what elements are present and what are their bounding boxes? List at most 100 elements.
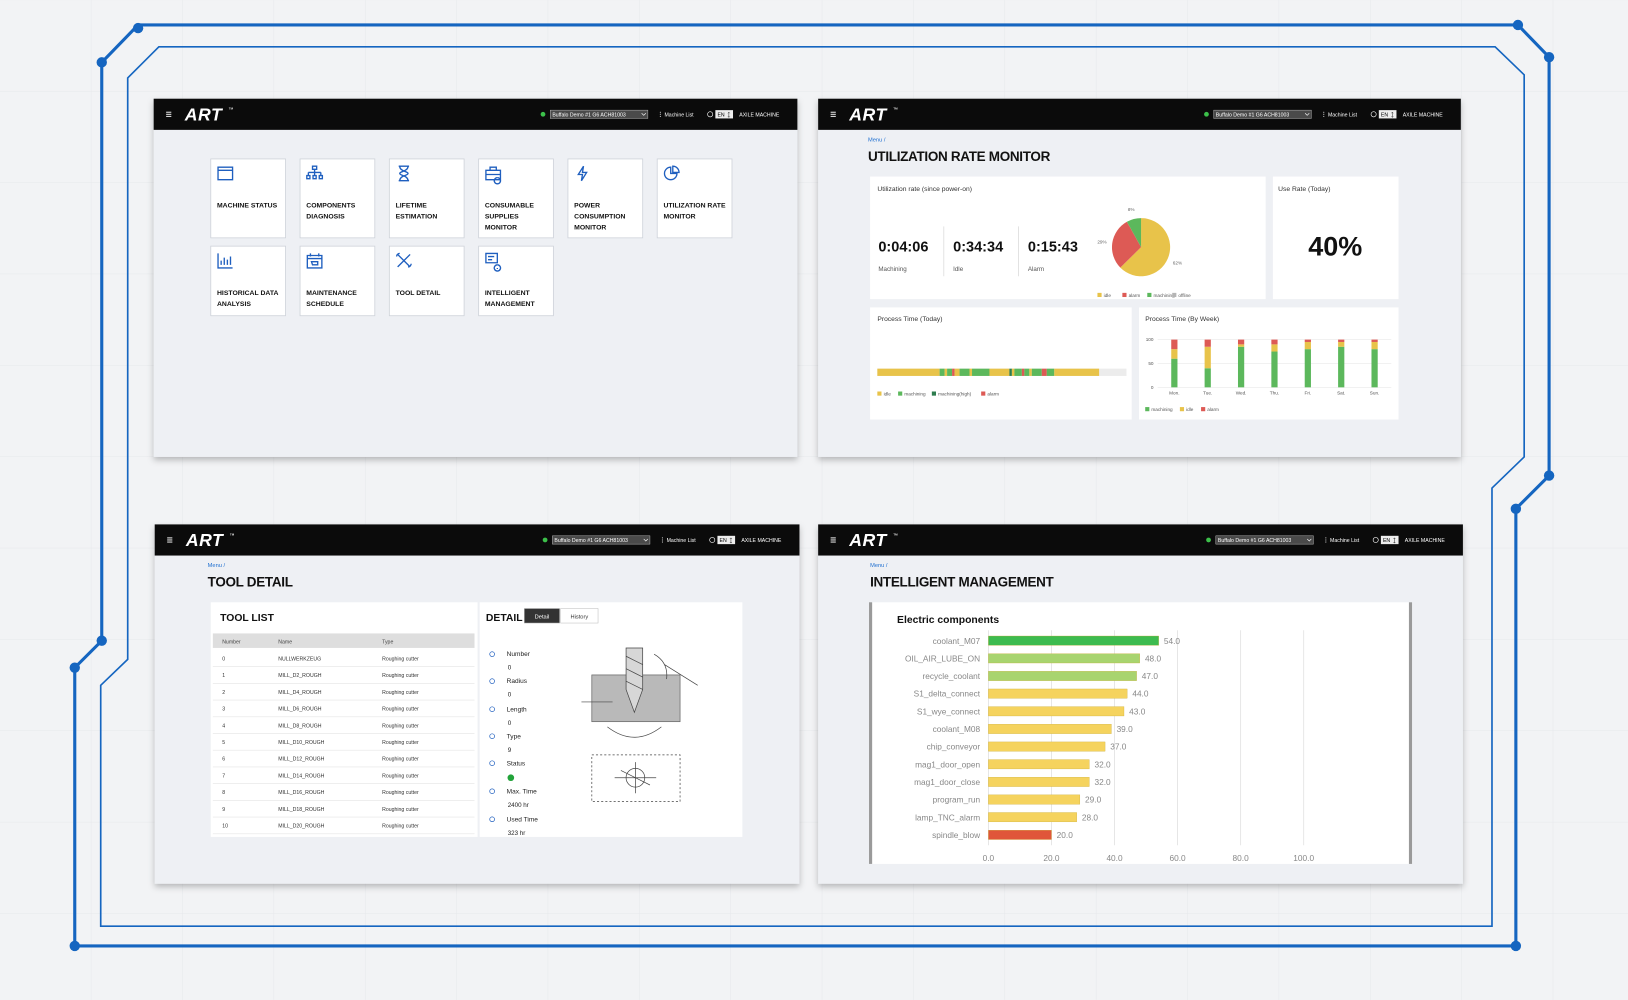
tile-label: POWER xyxy=(574,203,600,210)
timeline-segment xyxy=(877,368,940,376)
breadcrumb[interactable]: Menu / xyxy=(868,137,886,143)
value-label: 39.0 xyxy=(1117,724,1134,734)
table-row[interactable]: 10 MILL_D20_ROUGH Roughing cutter xyxy=(212,824,475,835)
timeline-segment xyxy=(1054,368,1100,376)
machine-list-link[interactable]: Machine List xyxy=(1330,538,1360,544)
bar-segment xyxy=(1304,339,1311,342)
bar-segment xyxy=(1171,339,1178,350)
breadcrumb[interactable]: Menu / xyxy=(208,563,226,569)
bar xyxy=(988,759,1090,770)
timer-value: 0:04:06 xyxy=(878,239,928,255)
tab[interactable] xyxy=(560,608,599,624)
machine-list-link[interactable]: Machine List xyxy=(667,538,697,544)
pie-label: 62% xyxy=(1173,261,1182,266)
legend-label: machining(high) xyxy=(938,391,972,396)
node xyxy=(1510,940,1522,952)
table-cell: 7 xyxy=(222,773,225,779)
tool-diagram xyxy=(581,647,698,802)
x-tick-label: Tue. xyxy=(1203,391,1212,396)
updown-icon xyxy=(729,537,733,544)
value-label: 47.0 xyxy=(1142,671,1159,681)
table-cell: 4 xyxy=(222,723,225,729)
tab-label[interactable]: History xyxy=(570,614,588,620)
table-row[interactable]: 7 MILL_D14_ROUGH Roughing cutter xyxy=(212,773,475,784)
tab-label[interactable]: Detail xyxy=(535,614,550,620)
field-label: Status xyxy=(507,760,526,767)
machine-list-link[interactable]: Machine List xyxy=(1328,112,1358,118)
tile-box xyxy=(388,158,465,239)
menu-tile[interactable]: MAINTENANCE SCHEDULE xyxy=(299,245,376,317)
table-row[interactable]: 4 MILL_D8_ROUGH Roughing cutter xyxy=(212,723,475,734)
legend-label: machining xyxy=(904,391,926,396)
legend-swatch xyxy=(1172,292,1177,298)
drill-shank xyxy=(625,647,644,714)
table-row[interactable]: 3 MILL_D6_ROUGH Roughing cutter xyxy=(212,707,475,718)
tile-label: HISTORICAL DATA xyxy=(217,290,279,297)
tab[interactable] xyxy=(524,608,560,624)
page-title: UTILIZATION RATE MONITOR xyxy=(868,149,1051,164)
list-icon xyxy=(659,111,661,113)
bar xyxy=(988,830,1052,840)
menu-tile[interactable]: MACHINE STATUS xyxy=(210,158,286,239)
pie-label: 29% xyxy=(1097,240,1106,245)
x-tick-label: Wed. xyxy=(1236,391,1247,396)
table-cell: 10 xyxy=(222,824,228,830)
bar xyxy=(988,653,1140,664)
tile-label: SCHEDULE xyxy=(306,301,344,308)
table-row[interactable]: 9 MILL_D18_ROUGH Roughing cutter xyxy=(212,807,475,818)
tile-label: CONSUMABLE xyxy=(485,203,534,210)
table-row[interactable]: 0 NULLWERKZEUG Roughing cutter xyxy=(212,656,475,667)
legend-label: offline xyxy=(1178,293,1191,298)
field-icon xyxy=(489,816,495,823)
y-tick-label: OIL_AIR_LUBE_ON xyxy=(905,653,980,663)
x-tick-label: 0.0 xyxy=(983,853,995,863)
tile-icon xyxy=(306,253,323,269)
timeline-segment xyxy=(1021,368,1025,376)
menu-tile[interactable]: HISTORICAL DATA ANALYSIS xyxy=(210,245,286,317)
x-tick-label: Thu. xyxy=(1270,391,1279,396)
tile-box xyxy=(567,158,644,239)
tile-box xyxy=(478,245,554,317)
logo: ART xyxy=(848,105,888,125)
tool-detail-page: Menu / TOOL DETAIL TOOL LIST Number Name Type… xyxy=(208,563,743,837)
list-icon xyxy=(661,539,663,541)
language-select xyxy=(1378,110,1397,119)
table-row[interactable]: 1 MILL_D2_ROUGH Roughing cutter xyxy=(212,673,475,684)
table-cell: Roughing cutter xyxy=(382,824,419,830)
menu-tile[interactable]: INTELLIGENT MANAGEMENT xyxy=(478,245,554,317)
breadcrumb[interactable]: Menu / xyxy=(870,563,888,569)
table-row[interactable]: 5 MILL_D10_ROUGH Roughing cutter xyxy=(212,740,475,751)
drill-flutes xyxy=(625,655,643,690)
table-row[interactable]: 8 MILL_D16_ROUGH Roughing cutter xyxy=(212,790,475,801)
table-cell: MILL_D18_ROUGH xyxy=(278,807,324,813)
updown-icon xyxy=(1391,111,1394,118)
table-cell: MILL_D16_ROUGH xyxy=(278,790,324,796)
detail-box xyxy=(591,754,681,802)
value-label: 32.0 xyxy=(1095,777,1112,787)
x-tick-label: 100.0 xyxy=(1293,853,1314,863)
column-header: Type xyxy=(382,639,393,645)
menu-tile[interactable]: LIFETIME ESTIMATION xyxy=(388,158,465,239)
menu-tile[interactable]: COMPONENTS DIAGNOSIS xyxy=(299,158,376,239)
menu-tile[interactable]: CONSUMABLE SUPPLIES MONITOR xyxy=(478,158,554,239)
node xyxy=(69,940,80,952)
list-icon xyxy=(1323,111,1325,113)
angle-arc xyxy=(581,653,698,738)
machine-list-link[interactable]: Machine List xyxy=(664,112,694,118)
table-cell: 2 xyxy=(222,690,225,696)
table-cell: Roughing cutter xyxy=(382,656,419,662)
status-indicator xyxy=(507,774,515,782)
menu-tile[interactable]: POWER CONSUMPTION MONITOR xyxy=(567,158,644,239)
legend-swatch xyxy=(1097,292,1102,298)
chart-title: Electric components xyxy=(897,615,999,626)
table-row[interactable]: 6 MILL_D12_ROUGH Roughing cutter xyxy=(212,757,475,768)
menu-tile[interactable]: TOOL DETAIL xyxy=(388,245,465,317)
tile-label: MONITOR xyxy=(485,225,517,232)
list-icon xyxy=(1325,539,1327,541)
menu-tile[interactable]: UTILIZATION RATE MONITOR xyxy=(656,158,733,239)
caret xyxy=(641,113,647,116)
bar xyxy=(988,688,1128,699)
table-row[interactable]: 2 MILL_D4_ROUGH Roughing cutter xyxy=(212,690,475,701)
timeline-segment xyxy=(1014,368,1022,376)
card-title: Process Time (By Week) xyxy=(1145,316,1219,323)
